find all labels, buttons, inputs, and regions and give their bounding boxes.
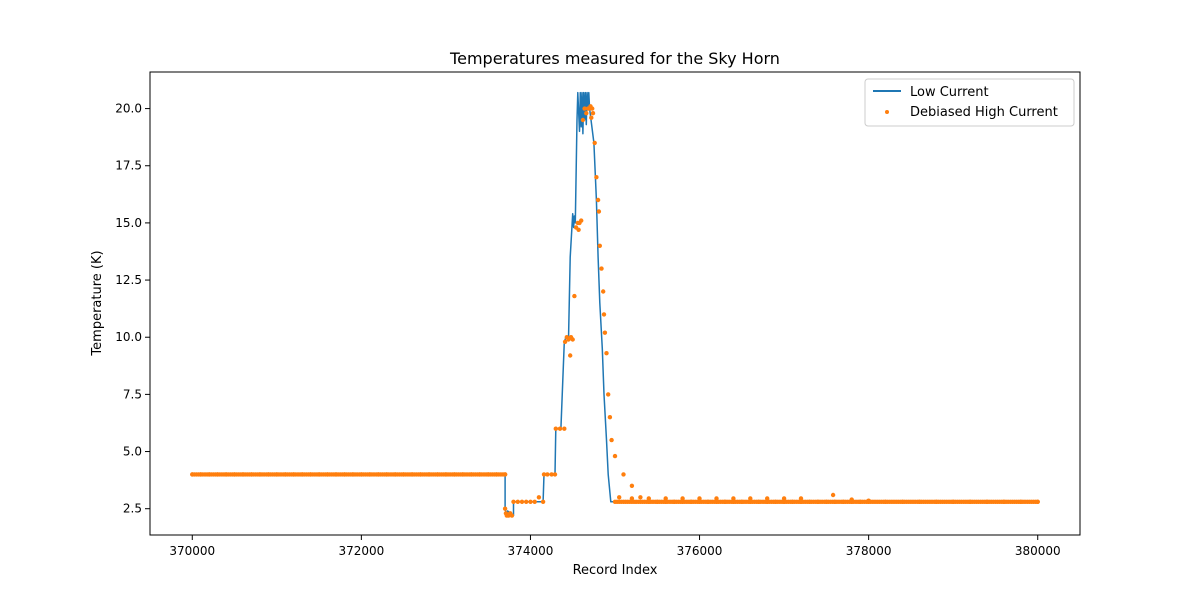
y-tick-label: 12.5 [115, 273, 142, 287]
data-point-debiased-high-current [601, 289, 606, 294]
legend: Low Current Debiased High Current [864, 78, 1075, 127]
legend-label-debiased-high-current: Debiased High Current [910, 105, 1058, 120]
series-line-low-current [192, 91, 1038, 517]
x-tick-label: 378000 [846, 544, 892, 558]
y-axis-label: Temperature (K) [90, 250, 105, 356]
data-point-debiased-high-current [1035, 499, 1040, 504]
data-point-debiased-high-current [536, 495, 542, 500]
data-point-debiased-high-current [604, 351, 609, 356]
data-point-debiased-high-current [830, 492, 836, 498]
data-point-debiased-high-current [590, 111, 596, 116]
data-point-debiased-high-current [629, 496, 635, 501]
x-tick-label: 376000 [677, 544, 723, 558]
legend-dot-marker [885, 110, 889, 114]
data-point-debiased-high-current [572, 293, 577, 299]
data-point-debiased-high-current [509, 513, 515, 518]
data-point-debiased-high-current [515, 499, 520, 504]
data-point-debiased-high-current [570, 337, 575, 342]
data-point-debiased-high-current [562, 426, 567, 431]
data-point-debiased-high-current [731, 496, 736, 501]
data-point-debiased-high-current [617, 495, 622, 500]
data-point-debiased-high-current [568, 353, 573, 358]
data-point-debiased-high-current [524, 499, 529, 504]
x-tick-label: 380000 [1015, 544, 1061, 558]
x-axis-label: Record Index [573, 563, 658, 578]
plot-area: 370000 372000 374000 376000 378000 380000 2.5 5… [115, 71, 1081, 558]
data-point-debiased-high-current [599, 266, 604, 271]
data-point-debiased-high-current [545, 472, 550, 477]
data-point-debiased-high-current [609, 437, 614, 443]
data-point-debiased-high-current [680, 496, 685, 501]
chart-title: Temperatures measured for the Sky Horn [449, 49, 780, 68]
data-point-debiased-high-current [697, 496, 702, 501]
data-point-debiased-high-current [562, 339, 568, 344]
data-point-debiased-high-current [502, 472, 508, 477]
data-point-debiased-high-current [511, 499, 516, 504]
data-point-debiased-high-current [579, 218, 584, 223]
y-tick-label: 2.5 [123, 502, 142, 516]
data-point-debiased-high-current [502, 506, 508, 511]
data-point-debiased-high-current [629, 483, 635, 488]
data-point-debiased-high-current [541, 472, 547, 477]
data-point-debiased-high-current [781, 496, 787, 501]
data-point-debiased-high-current [638, 495, 643, 500]
data-point-debiased-high-current [532, 499, 537, 504]
y-tick-label: 10.0 [115, 330, 142, 344]
data-point-debiased-high-current [576, 227, 581, 232]
axes-frame [149, 71, 1081, 536]
data-point-debiased-high-current [592, 140, 597, 146]
data-point-debiased-high-current [597, 243, 602, 248]
data-point-debiased-high-current [557, 426, 563, 431]
data-point-debiased-high-current [553, 426, 558, 431]
data-point-debiased-high-current [580, 117, 586, 123]
data-point-debiased-high-current [663, 496, 668, 501]
data-point-debiased-high-current [765, 496, 770, 501]
y-tick-label: 15.0 [115, 216, 142, 230]
data-point-debiased-high-current [582, 106, 587, 111]
data-point-debiased-high-current [606, 392, 611, 397]
data-point-debiased-high-current [798, 496, 804, 501]
data-point-debiased-high-current [602, 330, 608, 335]
data-point-debiased-high-current [589, 115, 594, 120]
data-point-debiased-high-current [519, 499, 525, 504]
y-tick-label: 5.0 [123, 445, 142, 459]
y-tick-label: 20.0 [115, 102, 142, 116]
x-tick-label: 374000 [508, 544, 554, 558]
data-point-debiased-high-current [590, 106, 595, 111]
data-point-debiased-high-current [594, 175, 599, 180]
data-point-debiased-high-current [549, 472, 554, 477]
data-point-debiased-high-current [584, 111, 589, 116]
data-point-debiased-high-current [607, 415, 613, 420]
data-point-debiased-high-current [540, 499, 546, 504]
y-tick-label: 7.5 [123, 387, 142, 401]
data-point-debiased-high-current [748, 496, 753, 501]
legend-frame [864, 78, 1075, 127]
data-point-debiased-high-current [552, 472, 558, 477]
x-tick-label: 370000 [169, 544, 215, 558]
data-point-debiased-high-current [601, 312, 607, 317]
x-tick-label: 372000 [338, 544, 384, 558]
data-point-debiased-high-current [714, 496, 719, 501]
data-point-debiased-high-current [596, 209, 602, 214]
data-point-debiased-high-current [621, 472, 626, 477]
data-point-debiased-high-current [528, 499, 533, 504]
legend-label-low-current: Low Current [910, 85, 989, 100]
data-point-debiased-high-current [646, 496, 651, 501]
data-point-debiased-high-current [595, 197, 601, 203]
data-point-debiased-high-current [612, 453, 618, 459]
y-tick-label: 17.5 [115, 159, 142, 173]
